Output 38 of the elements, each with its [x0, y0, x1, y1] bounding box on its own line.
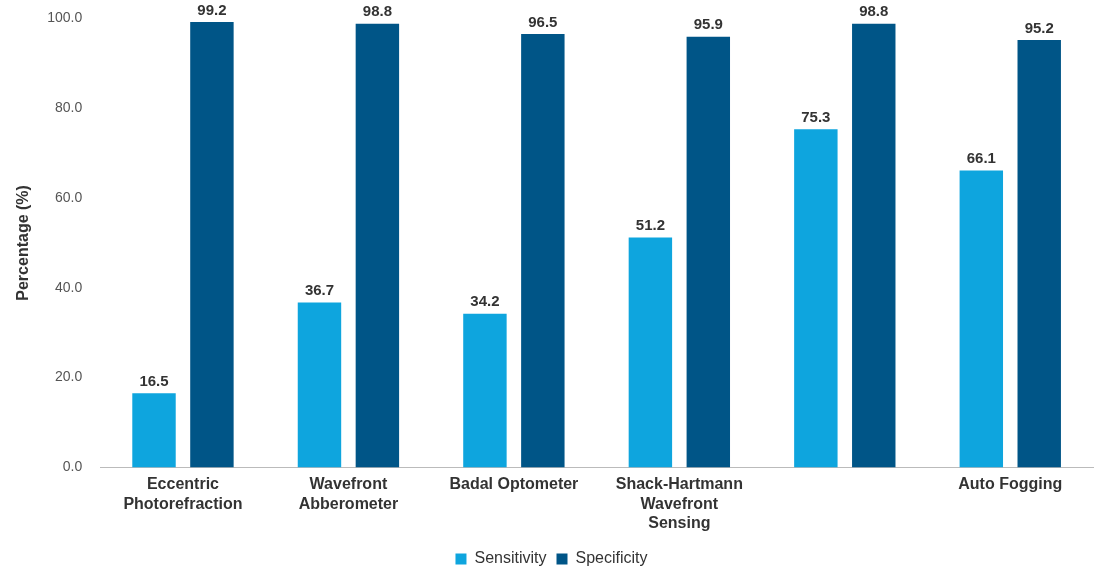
x-tick-label: Eccentric Photorefraction: [123, 475, 243, 512]
y-tick-label: 0.0: [62, 458, 83, 475]
bar: [628, 237, 673, 468]
data-label: 95.9: [693, 15, 723, 33]
bar: [852, 23, 896, 468]
data-label: 98.8: [362, 2, 392, 20]
data-label: 34.2: [470, 292, 500, 310]
data-label: 75.3: [801, 107, 831, 125]
x-tick-label: Wavefront Abberometer: [298, 475, 399, 512]
bar: [190, 21, 234, 468]
bar: [686, 36, 731, 468]
y-tick-label: 20.0: [54, 368, 83, 385]
data-label: 96.5: [528, 12, 558, 30]
legend-label: Specificity: [575, 549, 648, 567]
data-label: 95.2: [1024, 18, 1054, 36]
bar: [1017, 39, 1061, 468]
y-tick-label: 100.0: [47, 9, 83, 26]
y-tick-label: 60.0: [54, 188, 83, 205]
bar: [132, 393, 176, 468]
y-tick-label: 80.0: [54, 99, 83, 116]
bar: [297, 302, 342, 468]
bar: [355, 23, 400, 468]
data-label: 36.7: [304, 281, 335, 299]
data-label: 66.1: [966, 149, 996, 167]
y-axis-title: Percentage (%): [14, 185, 32, 301]
data-label: 98.8: [859, 2, 889, 20]
x-tick-label: Auto Fogging: [958, 475, 1063, 493]
data-label: 16.5: [139, 371, 169, 389]
bar: [959, 170, 1004, 468]
bar: [794, 129, 838, 468]
data-label: 99.2: [197, 0, 227, 18]
x-tick-label: Shack-Hartmann Wavefront Sensing: [615, 475, 743, 531]
legend-label: Sensitivity: [474, 549, 547, 567]
y-tick-label: 40.0: [54, 278, 83, 295]
data-label: 51.2: [635, 216, 665, 234]
bar: [463, 313, 507, 468]
x-tick-label: Badal Optometer: [449, 475, 579, 493]
bar: [521, 34, 565, 468]
